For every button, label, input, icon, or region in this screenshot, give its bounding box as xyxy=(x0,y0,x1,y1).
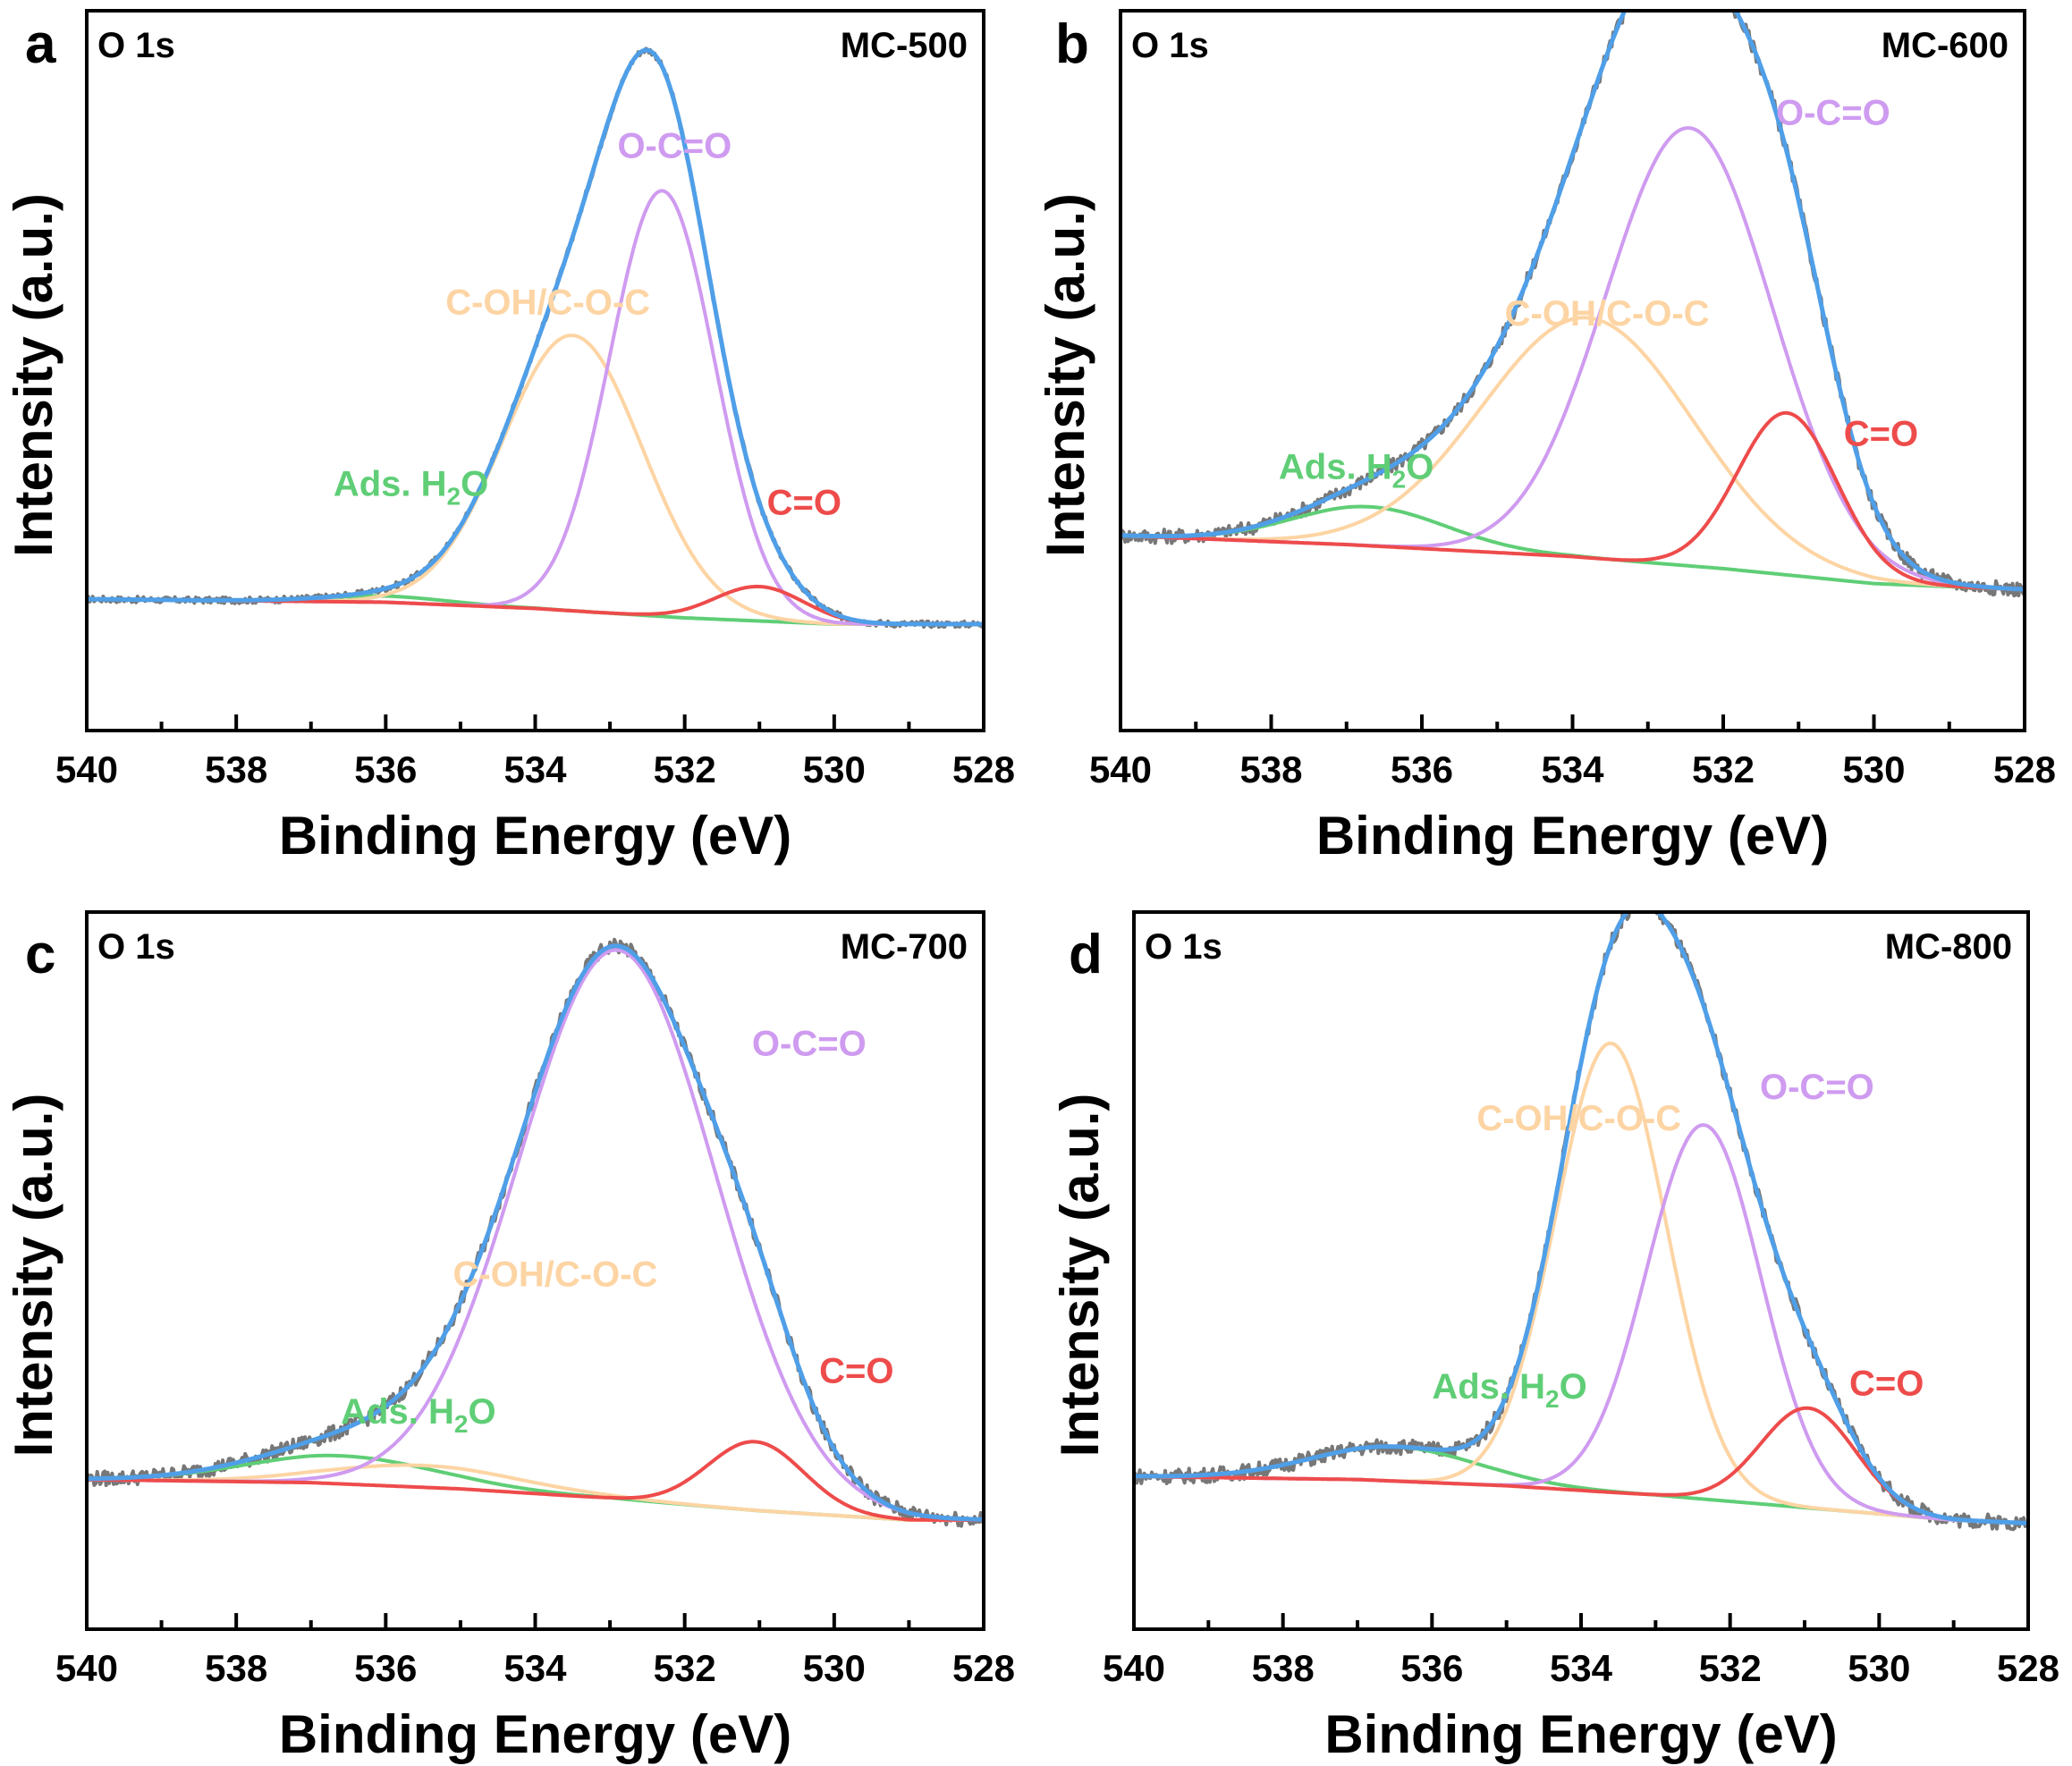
y-axis-title: Intensity (a.u.) xyxy=(4,193,63,557)
x-tick-label: 532 xyxy=(1699,1647,1762,1689)
y-axis-title: Intensity (a.u.) xyxy=(1050,1094,1110,1458)
panel-letter: a xyxy=(25,13,56,75)
x-tick-label: 540 xyxy=(55,1647,118,1689)
x-axis-title: Binding Energy (eV) xyxy=(1324,1704,1837,1764)
x-tick-label: 538 xyxy=(1252,1647,1315,1689)
x-tick-label: 530 xyxy=(803,1647,866,1689)
peak-label-ads-h2o: Ads. H2O xyxy=(1279,447,1433,493)
fit-envelope-line xyxy=(87,47,984,627)
panel-b: 540 538 536 534 532 530 528 Binding Energy (eV)… xyxy=(1036,9,2056,866)
x-tick-label: 534 xyxy=(503,1647,567,1689)
peak-label-o-c-o: O-C=O xyxy=(1776,93,1890,132)
peak-label-c-o: C=O xyxy=(1849,1364,1924,1403)
peak-line-c-o xyxy=(1121,410,2025,592)
sample-label: MC-800 xyxy=(1885,927,2012,967)
x-tick-label: 538 xyxy=(205,748,267,790)
panel-letter: c xyxy=(25,924,55,985)
sample-label: MC-700 xyxy=(841,927,968,967)
x-tick-label: 540 xyxy=(55,748,118,790)
core-level-label: O 1s xyxy=(1145,927,1222,967)
x-tick-label: 540 xyxy=(1103,1647,1165,1689)
peak-label-c-oh-c-o-c: C-OH/C-O-C xyxy=(445,283,650,323)
peak-label-c-o: C=O xyxy=(767,484,841,523)
peak-label-o-c-o: O-C=O xyxy=(752,1024,867,1063)
x-tick-label: 534 xyxy=(503,748,567,790)
x-tick-label: 534 xyxy=(1541,748,1604,790)
x-tick-label: 536 xyxy=(1391,748,1453,790)
x-axis-title: Binding Energy (eV) xyxy=(279,1704,791,1764)
peak-label-c-oh-c-o-c: C-OH/C-O-C xyxy=(1505,294,1710,334)
x-tick-label: 528 xyxy=(952,1647,1015,1689)
core-level-label: O 1s xyxy=(1131,26,1209,65)
y-axis-title: Intensity (a.u.) xyxy=(1036,193,1095,557)
panel-d: 540 538 536 534 532 530 528 Binding Energy (eV)… xyxy=(1050,910,2059,1764)
plot-area xyxy=(87,937,984,1528)
fit-envelope-line xyxy=(1121,11,2025,592)
peak-line-c-oh-c-o-c xyxy=(1121,316,2025,592)
peak-label-o-c-o: O-C=O xyxy=(1760,1068,1874,1107)
x-tick-label: 530 xyxy=(1848,1647,1910,1689)
peak-label-c-oh-c-o-c: C-OH/C-O-C xyxy=(1476,1099,1681,1138)
peak-label-o-c-o: O-C=O xyxy=(617,127,732,166)
sample-label: MC-600 xyxy=(1882,26,2009,65)
core-level-label: O 1s xyxy=(97,927,175,967)
x-tick-label: 538 xyxy=(1239,748,1302,790)
x-tick-label: 536 xyxy=(354,1647,417,1689)
x-tick-label: 538 xyxy=(205,1647,267,1689)
x-tick-label: 528 xyxy=(952,748,1015,790)
panel-letter: b xyxy=(1055,13,1089,75)
x-tick-label: 530 xyxy=(803,748,866,790)
fit-envelope-line xyxy=(1134,912,2028,1525)
x-tick-label: 536 xyxy=(1400,1647,1463,1689)
fit-envelope-line xyxy=(87,943,984,1522)
x-tick-label: 528 xyxy=(1993,748,2056,790)
peak-label-ads-h2o: Ads. H2O xyxy=(334,465,488,511)
x-tick-label: 536 xyxy=(354,748,417,790)
plot-area xyxy=(87,46,984,630)
x-tick-label: 530 xyxy=(1842,748,1905,790)
peak-label-c-o: C=O xyxy=(819,1352,893,1391)
x-axis-title: Binding Energy (eV) xyxy=(279,806,791,866)
x-tick-label: 528 xyxy=(1997,1647,2059,1689)
x-axis-title: Binding Energy (eV) xyxy=(1316,806,1829,866)
peak-label-ads-h2o: Ads. H2O xyxy=(1432,1367,1586,1413)
x-tick-label: 534 xyxy=(1550,1647,1613,1689)
peak-label-ads-h2o: Ads. H2O xyxy=(341,1392,495,1438)
panel-letter: d xyxy=(1069,924,1103,985)
sample-label: MC-500 xyxy=(841,26,968,65)
peak-line-c-oh-c-o-c xyxy=(87,1463,984,1522)
plot-area xyxy=(1134,912,2028,1532)
panel-c: 540 538 536 534 532 530 528 Binding Energy (eV)… xyxy=(4,910,1015,1764)
peak-label-c-o: C=O xyxy=(1844,414,1918,453)
peak-line-c-o xyxy=(87,1440,984,1522)
y-axis-title: Intensity (a.u.) xyxy=(4,1094,63,1458)
x-tick-label: 532 xyxy=(1692,748,1755,790)
core-level-label: O 1s xyxy=(97,26,175,65)
x-tick-label: 532 xyxy=(654,748,716,790)
panel-a: 540 538 536 534 532 530 528 Binding Energy (eV)… xyxy=(4,9,1015,866)
peak-label-c-oh-c-o-c: C-OH/C-O-C xyxy=(453,1255,658,1294)
x-tick-label: 532 xyxy=(654,1647,716,1689)
plot-area xyxy=(1121,11,2025,598)
x-tick-label: 540 xyxy=(1089,748,1152,790)
